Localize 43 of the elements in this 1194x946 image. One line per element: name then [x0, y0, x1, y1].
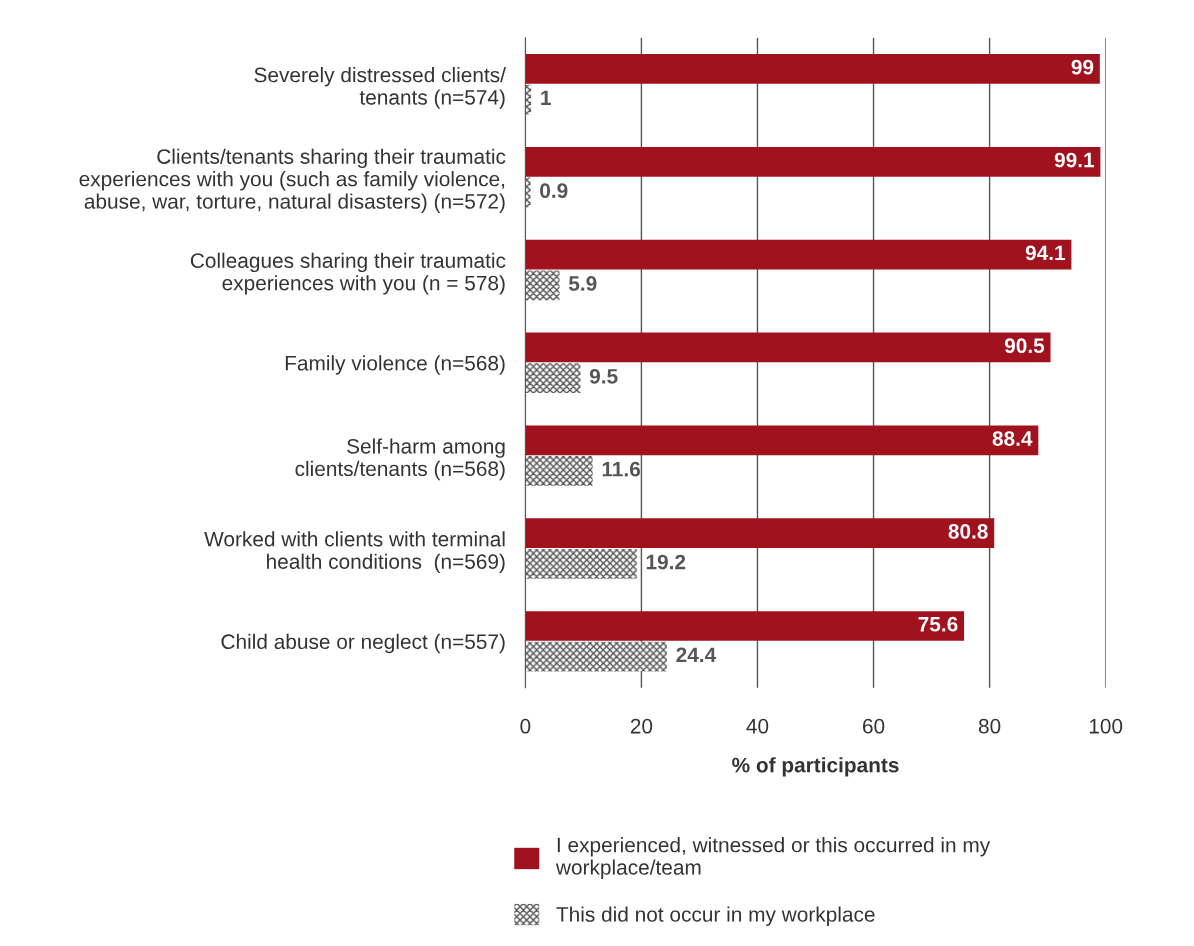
data-label: 90.5	[1004, 338, 1045, 354]
y-tick-label: Severely distressed clients/ tenants (n=574)	[254, 67, 506, 109]
bar	[525, 270, 560, 301]
x-tick-label: 100	[1089, 718, 1123, 734]
x-tick-label: 20	[630, 718, 653, 734]
x-tick-label: 80	[978, 718, 1001, 734]
x-tick-label: 40	[746, 718, 769, 734]
bar	[525, 518, 995, 549]
legend-label: This did not occur in my workplace	[556, 906, 875, 926]
x-tick-label: 60	[863, 718, 885, 734]
bar	[525, 611, 965, 641]
legend-label: I experienced, witnessed or this occurred in my workplace/team	[555, 837, 991, 879]
bar	[525, 146, 1101, 177]
y-tick-label: Colleagues sharing their traumatic experiences with you (n = 578)	[190, 252, 506, 295]
y-tick-label: Clients/tenants sharing their traumatic experiences with you (such as family violence, abuse, war, torture, natural disasters) (n=572)	[79, 148, 506, 213]
bar	[525, 548, 637, 579]
y-tick-label: Child abuse or neglect (n=557)	[221, 633, 505, 654]
x-axis-title: % of participants	[732, 757, 899, 777]
y-tick-label: Family violence (n=568)	[285, 355, 505, 375]
data-label: 9.5	[589, 368, 618, 384]
bar	[525, 177, 531, 208]
data-label: 88.4	[992, 431, 1033, 446]
data-label: 19.2	[646, 554, 686, 570]
data-label: 80.8	[948, 524, 988, 539]
data-label: 99.1	[1054, 152, 1095, 168]
data-label: 1	[541, 90, 551, 105]
y-tick-label: Self-harm among clients/tenants (n=568)	[295, 438, 505, 481]
data-label: 75.6	[918, 616, 958, 632]
bar	[525, 641, 667, 672]
bar	[525, 239, 1072, 270]
data-label: 0.9	[540, 183, 568, 199]
data-label: 94.1	[1025, 245, 1066, 261]
bar	[525, 425, 1039, 456]
y-tick-label: Worked with clients with terminal health conditions (n=569)	[204, 531, 505, 574]
bar	[525, 363, 581, 393]
bar	[525, 332, 1051, 363]
data-label: 5.9	[568, 276, 597, 291]
x-tick-label: 0	[520, 718, 531, 734]
data-label: 99	[1071, 59, 1094, 75]
bar	[525, 456, 593, 486]
data-label: 11.6	[602, 461, 641, 477]
data-label: 24.4	[676, 647, 717, 663]
bar	[525, 54, 1100, 84]
